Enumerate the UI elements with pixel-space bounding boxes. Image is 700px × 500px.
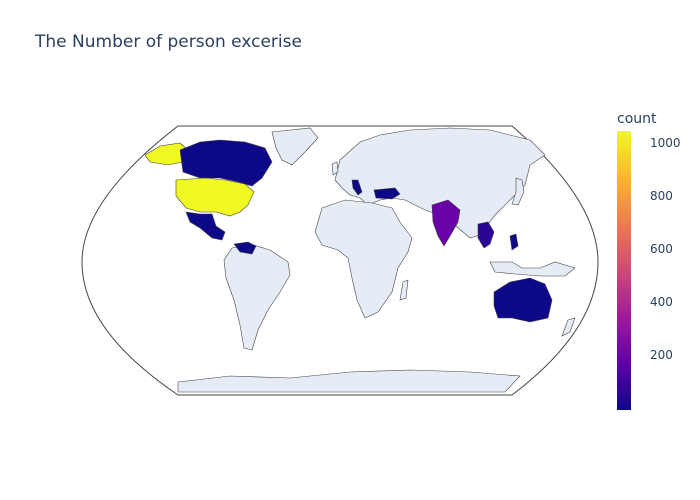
country-india[interactable]: [431, 199, 461, 247]
colorbar-tick-600: 600: [650, 242, 673, 256]
land-uk: [331, 161, 339, 176]
chart-title: The Number of person excerise: [35, 32, 302, 52]
land-madagascar: [399, 279, 409, 301]
land-south-america: [223, 243, 291, 351]
colorbar: [617, 131, 631, 410]
land-eurasia: [334, 127, 546, 239]
colorbar-tick-1000: 1000: [650, 136, 681, 150]
colorbar-tick-400: 400: [650, 295, 673, 309]
land-japan: [511, 177, 525, 206]
country-australia[interactable]: [493, 277, 553, 323]
country-united-states[interactable]: [175, 177, 255, 217]
country-mexico[interactable]: [185, 211, 226, 241]
land-indonesia: [489, 261, 576, 277]
country-venezuela[interactable]: [233, 241, 257, 255]
land-africa: [314, 199, 413, 319]
land-antarctica: [177, 369, 521, 393]
colorbar-tick-200: 200: [650, 348, 673, 362]
land-greenland: [271, 127, 319, 166]
country-italy[interactable]: [351, 179, 363, 196]
colorbar-title: count: [617, 111, 657, 127]
colorbar-tick-800: 800: [650, 189, 673, 203]
land-new-zealand: [561, 317, 576, 337]
country-philippines[interactable]: [509, 233, 519, 251]
country-turkey[interactable]: [373, 187, 401, 200]
country-thailand[interactable]: [477, 221, 495, 249]
country-canada[interactable]: [179, 139, 273, 187]
